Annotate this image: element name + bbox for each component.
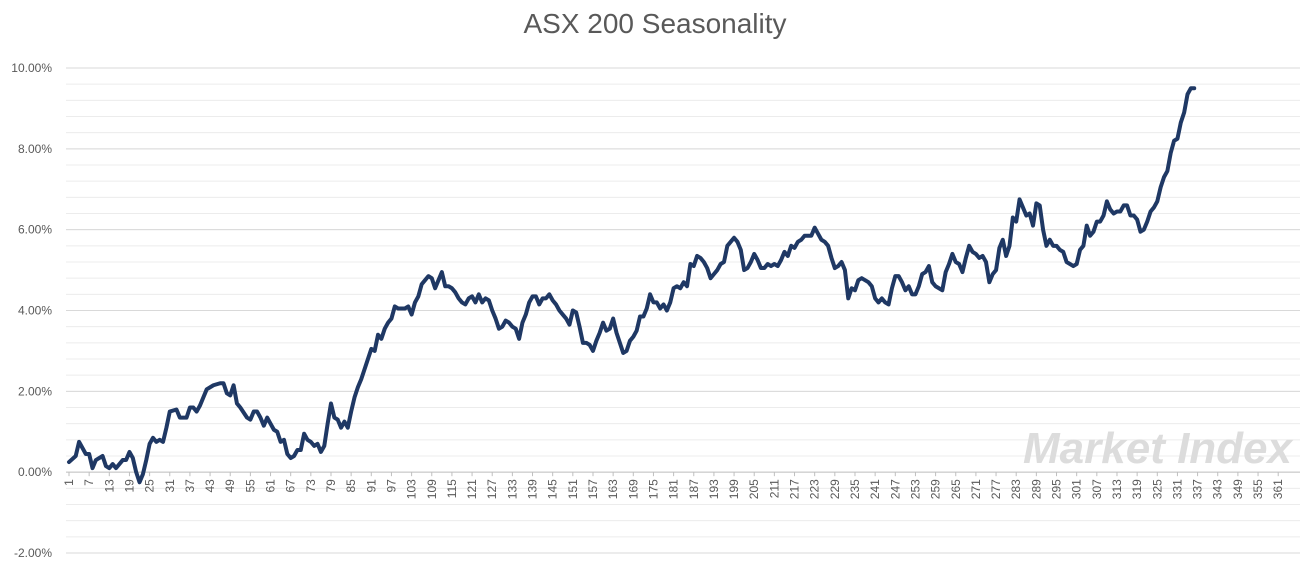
x-tick-label: 13 [102, 479, 116, 493]
y-tick-label: 0.00% [18, 465, 52, 479]
x-tick-label: 211 [767, 479, 781, 498]
y-tick-label: 2.00% [18, 384, 52, 398]
x-tick-label: 223 [808, 479, 822, 499]
x-tick-label: 229 [828, 479, 842, 499]
x-tick-label: 271 [969, 479, 983, 499]
x-tick-label: 139 [526, 479, 540, 499]
x-tick-label: 67 [284, 479, 298, 493]
y-tick-label: 8.00% [18, 142, 52, 156]
y-tick-label: 6.00% [18, 223, 52, 237]
x-tick-label: 235 [848, 479, 862, 499]
x-tick-label: 127 [485, 479, 499, 499]
x-tick-label: 103 [405, 479, 419, 499]
x-tick-label: 241 [868, 479, 882, 499]
x-tick-label: 169 [626, 479, 640, 499]
x-tick-label: 313 [1110, 479, 1124, 499]
y-tick-label: 4.00% [18, 304, 52, 318]
x-tick-label: 319 [1130, 479, 1144, 499]
x-tick-label: 349 [1231, 479, 1245, 499]
x-tick-label: 295 [1050, 479, 1064, 499]
x-tick-label: 7 [82, 479, 96, 486]
y-axis-tick-labels: -2.00% 0.00% 2.00% 4.00% 6.00% 8.00% 10.00% [11, 61, 52, 560]
x-tick-label: 121 [465, 479, 479, 499]
x-tick-label: 361 [1271, 479, 1285, 499]
x-tick-label: 265 [949, 479, 963, 499]
x-tick-label: 343 [1211, 479, 1225, 499]
watermark-text: Market Index [1023, 424, 1294, 473]
x-tick-label: 193 [707, 479, 721, 499]
x-tick-label: 355 [1251, 479, 1265, 499]
x-tick-label: 163 [606, 479, 620, 499]
x-tick-label: 133 [505, 479, 519, 499]
x-tick-label: 151 [566, 479, 580, 499]
x-tick-label: 19 [122, 479, 136, 493]
x-tick-label: 85 [344, 479, 358, 493]
y-tick-label: 10.00% [11, 61, 52, 75]
x-tick-label: 307 [1090, 479, 1104, 499]
x-tick-label: 199 [727, 479, 741, 499]
x-tick-label: 109 [425, 479, 439, 499]
x-tick-label: 187 [687, 479, 701, 499]
x-tick-label: 157 [586, 479, 600, 499]
x-tick-label: 91 [364, 479, 378, 493]
x-tick-label: 31 [163, 479, 177, 493]
x-tick-label: 73 [304, 479, 318, 493]
x-tick-label: 181 [667, 479, 681, 499]
x-tick-label: 283 [1009, 479, 1023, 499]
x-tick-label: 337 [1191, 479, 1205, 499]
x-tick-label: 79 [324, 479, 338, 493]
x-tick-label: 277 [989, 479, 1003, 499]
x-tick-label: 97 [384, 479, 398, 493]
chart-title: ASX 200 Seasonality [523, 8, 787, 39]
x-tick-label: 61 [264, 479, 278, 493]
x-tick-label: 217 [788, 479, 802, 499]
x-tick-label: 247 [888, 479, 902, 499]
x-tick-label: 175 [646, 479, 660, 499]
series-layer [67, 86, 1197, 485]
x-tick-label: 49 [223, 479, 237, 493]
x-tick-label: 301 [1070, 479, 1084, 499]
x-tick-label: 55 [243, 479, 257, 493]
x-tick-label: 205 [747, 479, 761, 499]
x-tick-label: 331 [1170, 479, 1184, 499]
x-tick-label: 1 [62, 479, 76, 486]
series-line [67, 86, 1197, 485]
x-axis-tick-labels: 1 7 13 19 25 31 37 43 49 55 61 67 73 79 85 91 97 103 109 11… [62, 472, 1285, 499]
y-tick-label: -2.00% [14, 546, 52, 560]
x-tick-label: 253 [908, 479, 922, 499]
x-tick-label: 145 [546, 479, 560, 499]
x-tick-label: 325 [1150, 479, 1164, 499]
x-tick-label: 25 [143, 479, 157, 493]
x-tick-label: 115 [445, 479, 459, 498]
x-tick-label: 259 [929, 479, 943, 499]
x-tick-label: 43 [203, 479, 217, 493]
x-tick-label: 37 [183, 479, 197, 493]
x-tick-label: 289 [1029, 479, 1043, 499]
